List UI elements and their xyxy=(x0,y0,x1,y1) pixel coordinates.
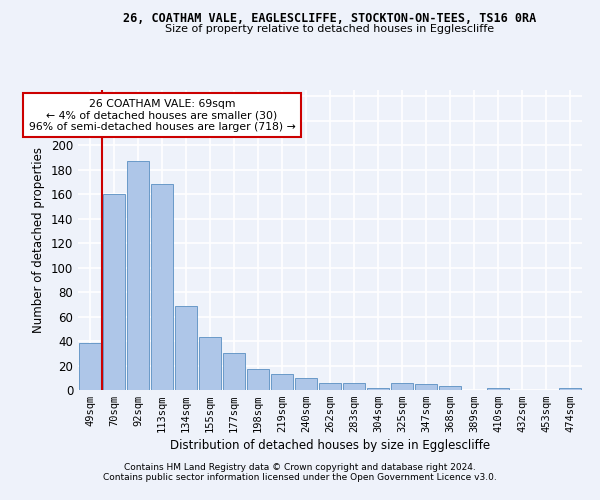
Bar xyxy=(343,382,365,390)
Bar xyxy=(319,382,341,390)
Bar xyxy=(175,306,197,390)
Bar xyxy=(103,194,125,390)
Bar xyxy=(127,161,149,390)
Bar xyxy=(295,378,317,390)
Bar xyxy=(439,386,461,390)
Bar xyxy=(151,184,173,390)
Text: Contains HM Land Registry data © Crown copyright and database right 2024.: Contains HM Land Registry data © Crown c… xyxy=(124,464,476,472)
Bar xyxy=(415,384,437,390)
Bar xyxy=(223,354,245,390)
Bar xyxy=(247,369,269,390)
Bar xyxy=(559,388,581,390)
Bar xyxy=(367,388,389,390)
Text: 26 COATHAM VALE: 69sqm
← 4% of detached houses are smaller (30)
96% of semi-deta: 26 COATHAM VALE: 69sqm ← 4% of detached … xyxy=(29,98,295,132)
X-axis label: Distribution of detached houses by size in Egglescliffe: Distribution of detached houses by size … xyxy=(170,440,490,452)
Bar xyxy=(79,344,101,390)
Bar xyxy=(199,338,221,390)
Text: 26, COATHAM VALE, EAGLESCLIFFE, STOCKTON-ON-TEES, TS16 0RA: 26, COATHAM VALE, EAGLESCLIFFE, STOCKTON… xyxy=(124,12,536,26)
Text: Size of property relative to detached houses in Egglescliffe: Size of property relative to detached ho… xyxy=(166,24,494,34)
Y-axis label: Number of detached properties: Number of detached properties xyxy=(32,147,45,333)
Bar xyxy=(271,374,293,390)
Bar xyxy=(487,388,509,390)
Text: Contains public sector information licensed under the Open Government Licence v3: Contains public sector information licen… xyxy=(103,474,497,482)
Bar xyxy=(391,382,413,390)
